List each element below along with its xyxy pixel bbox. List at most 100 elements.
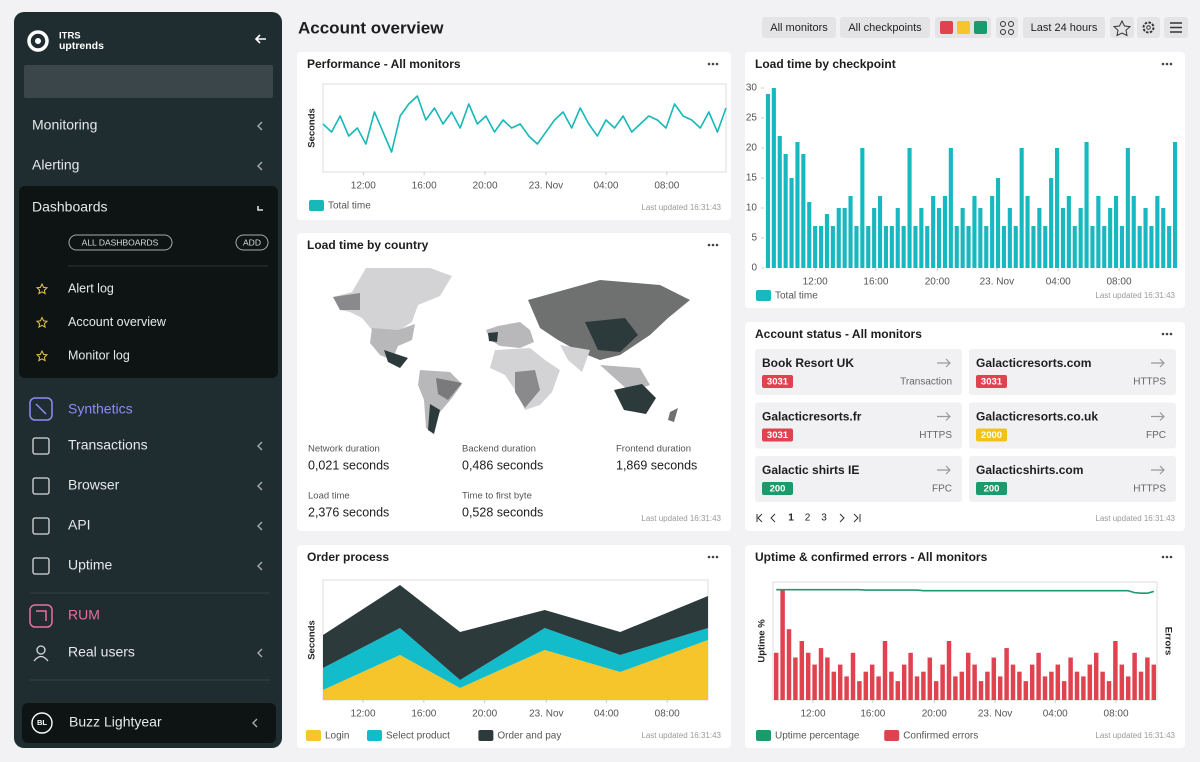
more-dot[interactable] <box>707 555 711 559</box>
menu-item[interactable]: Alerting <box>32 157 79 173</box>
bar <box>895 681 901 700</box>
menu-item[interactable]: Monitoring <box>32 117 97 133</box>
y-tick-label: 15 <box>746 173 758 184</box>
bar <box>1108 208 1113 268</box>
next-page[interactable] <box>839 513 845 523</box>
collapse-button[interactable] <box>254 34 266 44</box>
legend-swatch[interactable] <box>756 730 771 741</box>
filter-pill[interactable] <box>762 17 836 38</box>
dashboard-link[interactable]: Account overview <box>68 315 167 329</box>
page-number[interactable]: 2 <box>805 513 811 524</box>
bar <box>1074 671 1080 700</box>
status-card[interactable] <box>969 349 1176 395</box>
more-dot[interactable] <box>1169 62 1173 66</box>
monitor-name: Galacticresorts.fr <box>762 410 862 424</box>
settings-button[interactable] <box>1137 17 1160 38</box>
status-card[interactable] <box>969 402 1176 449</box>
dashboard-link[interactable]: Alert log <box>68 281 114 295</box>
area <box>323 640 708 700</box>
more-dot[interactable] <box>707 62 711 66</box>
add-button[interactable] <box>235 234 269 251</box>
more-dot[interactable] <box>715 555 719 559</box>
dashboard-link[interactable]: Monitor log <box>68 348 130 362</box>
more-dot[interactable] <box>715 62 719 66</box>
legend-swatch[interactable] <box>756 290 771 301</box>
legend-swatch[interactable] <box>478 730 494 741</box>
menu-item[interactable]: API <box>68 517 91 533</box>
last-page[interactable] <box>853 513 861 523</box>
x-tick-label: 20:00 <box>922 709 947 720</box>
more-dot[interactable] <box>1161 555 1165 559</box>
section-title[interactable]: RUM <box>68 607 100 623</box>
bar <box>773 652 779 700</box>
bar <box>812 664 817 700</box>
logo <box>27 30 49 52</box>
x-tick-label: 23. Nov <box>529 181 563 192</box>
more-dot[interactable] <box>707 243 711 247</box>
favorite-button[interactable] <box>1110 17 1134 38</box>
y-tick-label: 0 <box>751 263 757 274</box>
stat-value: 0,021 seconds <box>308 458 389 472</box>
status-code: 3031 <box>767 377 789 388</box>
bar <box>1151 664 1157 700</box>
more-dot[interactable] <box>1165 332 1169 336</box>
stat-label: Backend duration <box>462 444 536 455</box>
menu-item[interactable]: Uptime <box>68 557 113 573</box>
more-dot[interactable] <box>1169 332 1173 336</box>
menu-item[interactable]: Browser <box>68 477 120 493</box>
page-number[interactable]: 1 <box>788 513 794 524</box>
menu-item[interactable]: Transactions <box>68 437 148 453</box>
bar <box>869 664 875 700</box>
status-card[interactable] <box>969 456 1176 502</box>
menu-item[interactable]: Real users <box>68 644 135 660</box>
bar <box>907 148 912 268</box>
first-page[interactable] <box>756 513 763 523</box>
more-dot[interactable] <box>1165 555 1169 559</box>
bar <box>1145 657 1150 700</box>
status-card[interactable] <box>755 402 962 449</box>
bar <box>997 676 1003 700</box>
more-dot[interactable] <box>1165 62 1169 66</box>
legend-swatch[interactable] <box>367 730 382 741</box>
legend-label: Total time <box>328 201 371 212</box>
more-dot[interactable] <box>1161 332 1165 336</box>
user-bar[interactable] <box>22 703 276 743</box>
filter-pill[interactable] <box>840 17 930 38</box>
x-tick-label: 08:00 <box>655 709 680 720</box>
last-updated: Last updated 16:31:43 <box>1095 291 1175 300</box>
more-dot[interactable] <box>711 243 715 247</box>
more-dot[interactable] <box>1161 62 1165 66</box>
filter-pill[interactable] <box>1023 17 1105 38</box>
chart-checkpoint: 0 5 10 15 20 25 30 12:00 16:00 20:00 23. Nov 04:00 0… <box>746 83 1178 302</box>
bar <box>1113 196 1119 268</box>
legend-swatch[interactable] <box>306 730 321 741</box>
status-card[interactable] <box>755 456 962 502</box>
more-dot[interactable] <box>711 555 715 559</box>
search-box[interactable] <box>24 65 273 98</box>
page-number[interactable]: 3 <box>821 513 827 524</box>
x-tick-label: 20:00 <box>925 277 950 288</box>
x-tick-label: 08:00 <box>1104 709 1129 720</box>
bar <box>863 671 869 700</box>
bar <box>1049 671 1054 700</box>
prev-page[interactable] <box>770 513 776 523</box>
more-dot[interactable] <box>715 243 719 247</box>
legend-swatch[interactable] <box>309 200 324 211</box>
bar <box>940 664 945 700</box>
more-dot[interactable] <box>711 62 715 66</box>
bar <box>1037 208 1042 268</box>
x-tick-label: 23. Nov <box>980 277 1014 288</box>
section-title[interactable]: Synthetics <box>68 401 133 417</box>
bar <box>946 641 952 700</box>
world-map <box>333 268 690 434</box>
bar <box>793 657 798 700</box>
status-card[interactable] <box>755 349 962 395</box>
all-dashboards-button[interactable] <box>68 234 173 251</box>
legend-swatch[interactable] <box>884 730 900 741</box>
more-dot[interactable] <box>1169 555 1173 559</box>
menu-item[interactable]: Dashboards <box>32 199 108 215</box>
layout-button[interactable] <box>996 17 1018 38</box>
bar <box>1061 681 1067 700</box>
bar <box>972 664 977 700</box>
